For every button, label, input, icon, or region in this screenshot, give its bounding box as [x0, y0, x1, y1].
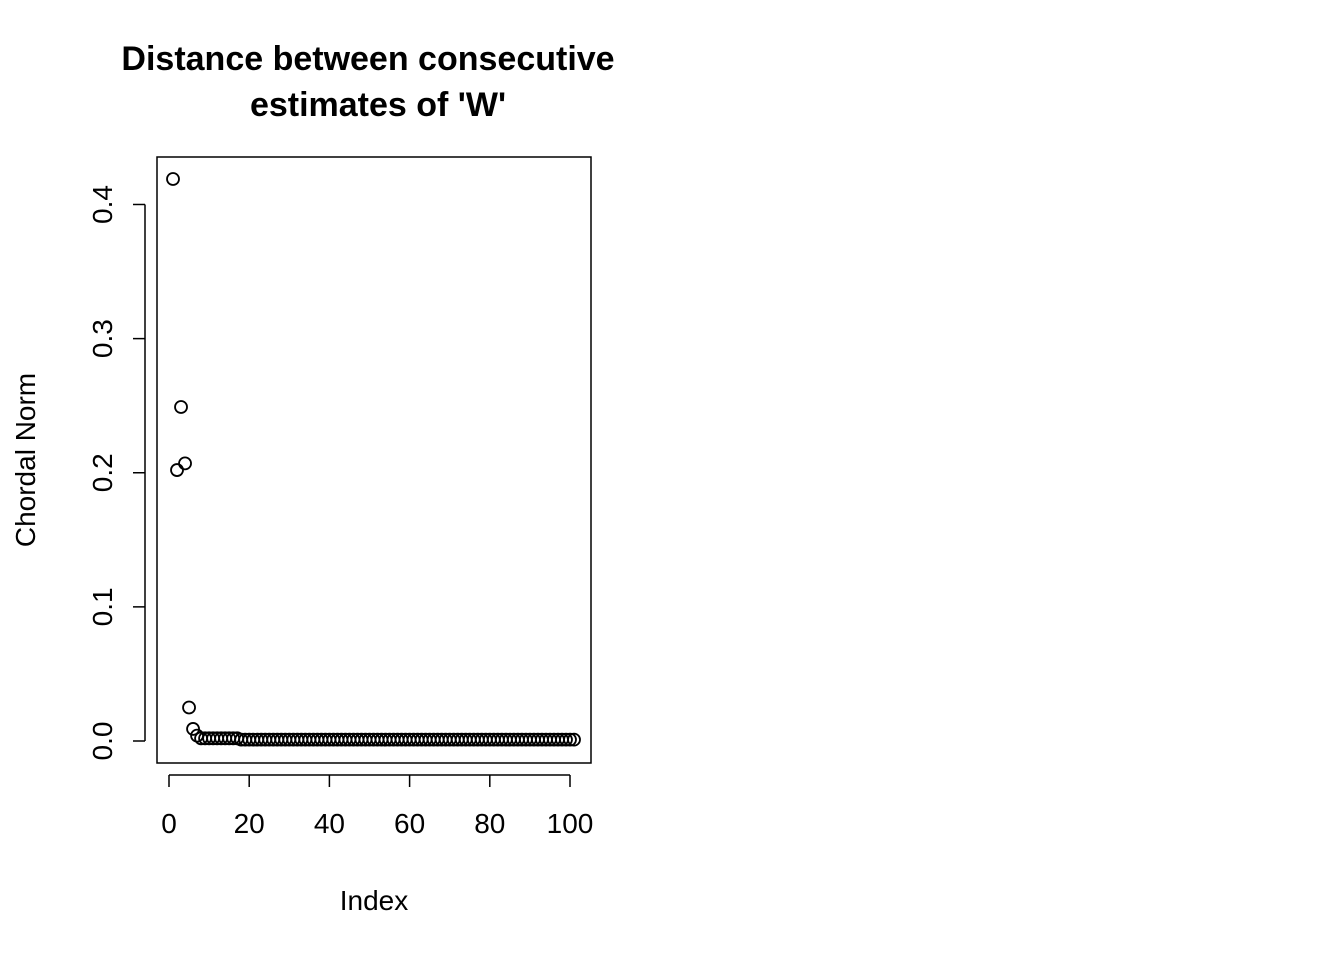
- data-point: [178, 456, 192, 471]
- data-point: [186, 722, 200, 736]
- data-point: [170, 463, 184, 477]
- x-tick-label: 60: [394, 808, 425, 839]
- data-point: [166, 172, 180, 186]
- y-tick-label: 0.0: [87, 722, 118, 761]
- data-point: [567, 732, 581, 747]
- x-tick-label: 100: [547, 808, 594, 839]
- data-point: [174, 400, 188, 414]
- y-tick-label: 0.3: [87, 319, 118, 358]
- data-points: [166, 172, 581, 747]
- x-tick-label: 40: [314, 808, 345, 839]
- y-tick-label: 0.2: [87, 453, 118, 492]
- data-point: [182, 700, 196, 715]
- x-tick-label: 0: [161, 808, 177, 839]
- x-axis: 0 20 40 60 80 100: [161, 774, 594, 839]
- data-point: [563, 732, 577, 747]
- y-axis-title: Chordal Norm: [10, 373, 41, 547]
- y-tick-label: 0.1: [87, 587, 118, 626]
- data-point: [559, 732, 573, 747]
- plot-area-box: [156, 156, 592, 764]
- x-tick-label: 20: [234, 808, 265, 839]
- y-tick-label: 0.4: [87, 185, 118, 224]
- chart-title-line-1: Distance between consecutive: [121, 40, 614, 78]
- x-tick-label: 80: [474, 808, 505, 839]
- x-axis-title: Index: [340, 885, 409, 916]
- y-axis: 0.0 0.1 0.2 0.3 0.4: [87, 185, 146, 761]
- chart-title-line-2: estimates of 'W': [250, 86, 506, 124]
